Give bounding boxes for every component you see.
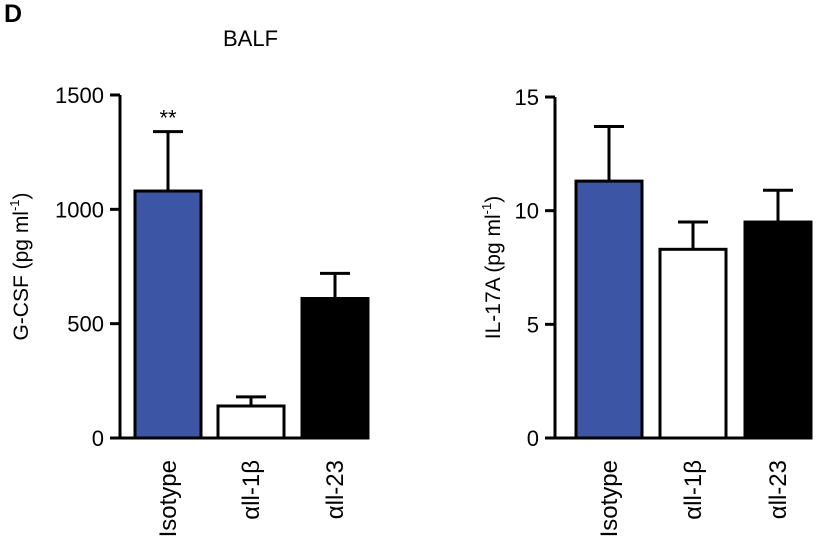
- panel-label: D: [4, 0, 23, 28]
- panel-title: BALF: [223, 26, 279, 51]
- y-axis-label: G-CSF (pg ml-1): [7, 192, 33, 340]
- category-label: Isotype: [596, 460, 623, 537]
- bar-1: [574, 179, 644, 440]
- bar-2: [216, 404, 286, 440]
- y-axis-label: IL-17A (pg ml-1): [479, 196, 505, 339]
- y-tick-label: 1500: [55, 83, 104, 108]
- bar-1: [133, 189, 203, 440]
- y-tick-label: 10: [515, 199, 539, 224]
- chart-1: 0 500 1000 1500 G-CSF (pg ml-1) ** Isotype αll-…: [7, 83, 370, 537]
- category-label: αll-1β: [238, 460, 265, 520]
- y-tick-label: 15: [515, 85, 539, 110]
- y-tick-label: 1000: [55, 197, 104, 222]
- category-label: αll-23: [322, 460, 349, 519]
- category-label: αll-23: [765, 460, 792, 519]
- significance-marker: **: [159, 106, 177, 131]
- chart-2: 0 5 10 15 IL-17A (pg ml-1) Isotype αll-1β αll-2…: [479, 85, 813, 537]
- y-tick-label: 0: [92, 426, 104, 451]
- category-label: Isotype: [155, 460, 182, 537]
- bar-2: [658, 247, 728, 440]
- y-tick-label: 5: [527, 312, 539, 337]
- category-label: αll-1β: [680, 460, 707, 520]
- y-tick-label: 0: [527, 426, 539, 451]
- bar-3: [743, 220, 813, 440]
- y-tick-label: 500: [67, 312, 104, 337]
- bar-3: [300, 297, 370, 440]
